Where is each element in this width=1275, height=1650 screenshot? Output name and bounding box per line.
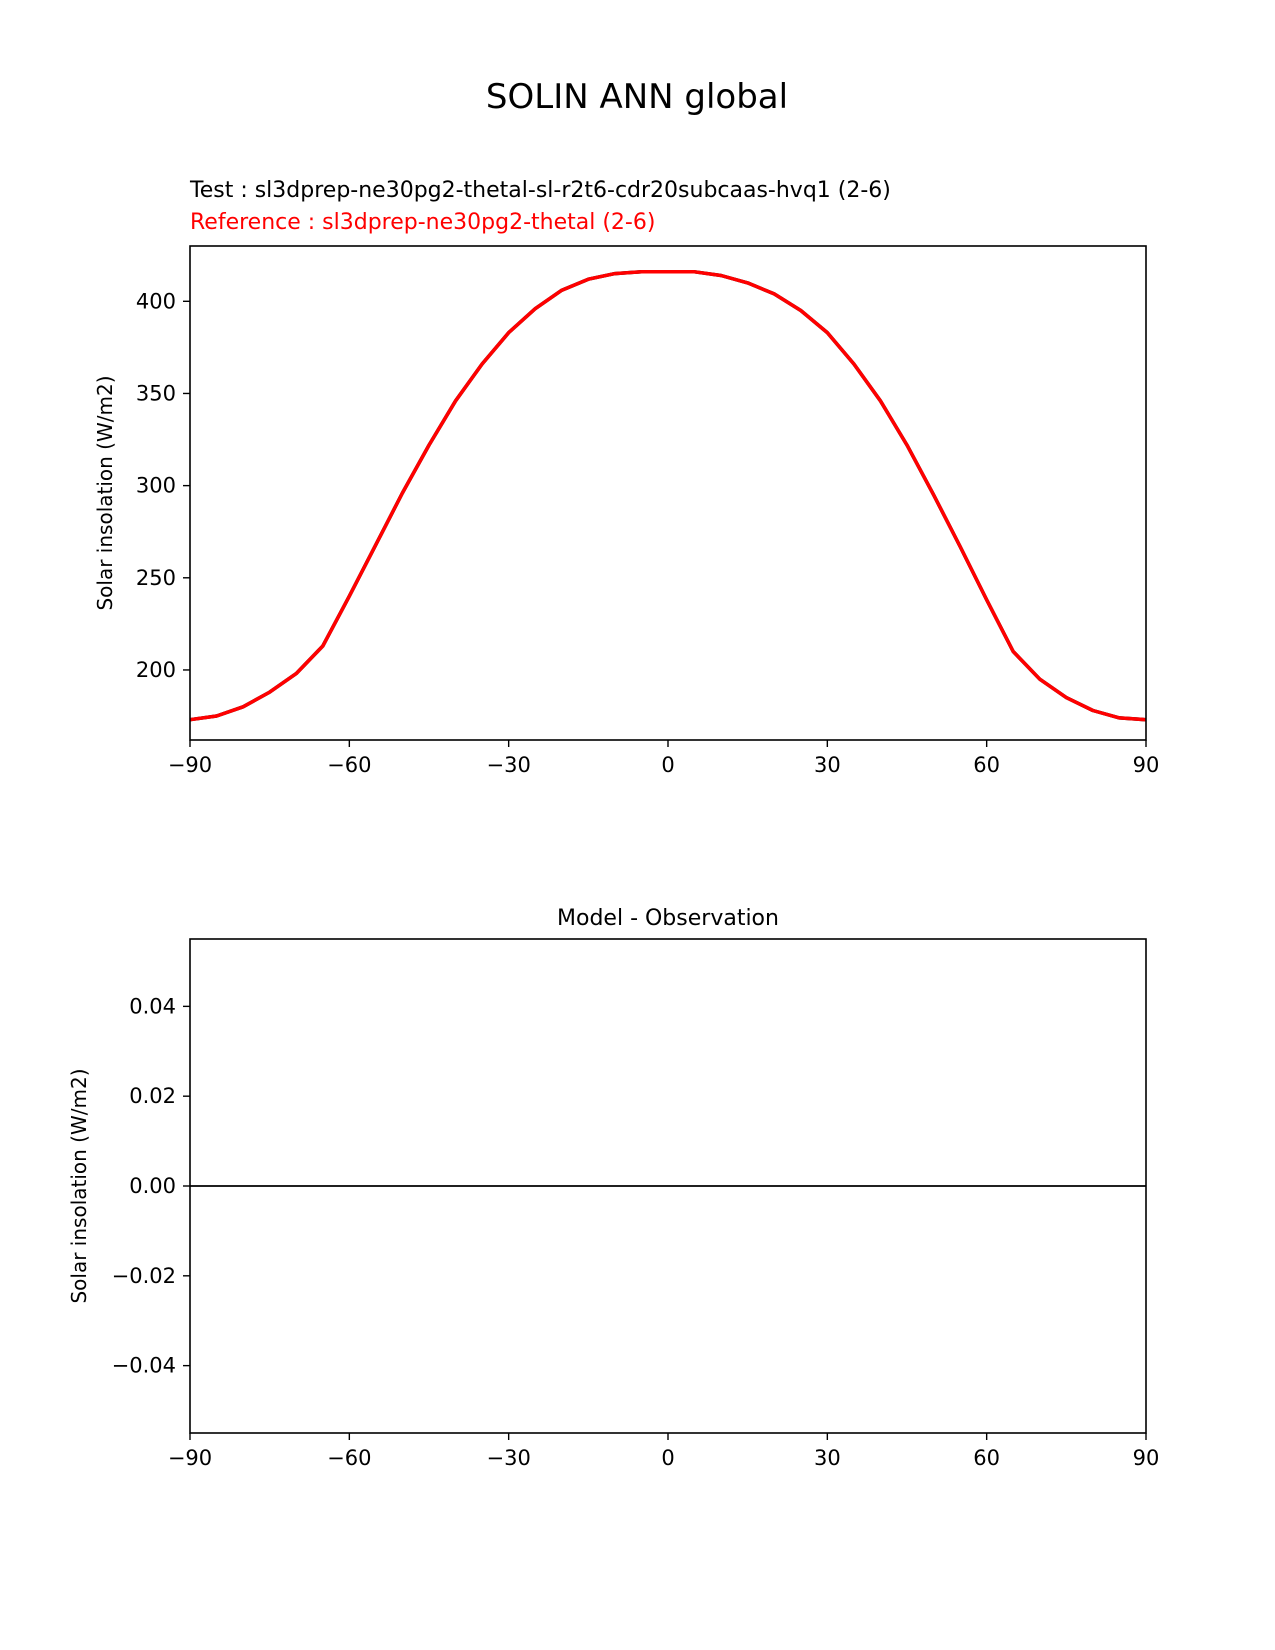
y-tick-label: 300 [136, 474, 176, 498]
x-tick-label: 30 [814, 1446, 841, 1470]
reference-label: Reference : sl3dprep-ne30pg2-thetal (2-6… [190, 210, 655, 235]
y-tick-label: −0.02 [112, 1264, 176, 1288]
y-tick-label: 250 [136, 566, 176, 590]
panel-title: Model - Observation [557, 906, 779, 931]
y-tick-label: 0.02 [129, 1084, 176, 1108]
x-tick-label: −60 [327, 1446, 371, 1470]
top-panel: −90 −60 −30 0 30 60 90 200 250 300 350 400 Solar ins… [93, 245, 1160, 777]
x-tick-label: 90 [1133, 1446, 1160, 1470]
bottom-panel: −90 −60 −30 0 30 60 90 −0.04 −0.02 0.00 0.02 0.04 So… [67, 906, 1159, 1470]
y-tick-label: 200 [136, 658, 176, 682]
x-tick-label: −90 [168, 753, 212, 777]
x-tick-label: −90 [168, 1446, 212, 1470]
x-tick-label: −60 [327, 753, 371, 777]
axes-frame [189, 245, 1147, 741]
y-tick-label: 350 [136, 381, 176, 405]
x-tick-label: 0 [661, 1446, 674, 1470]
y-tick-label: 0.00 [129, 1174, 176, 1198]
x-tick-label: 0 [661, 753, 674, 777]
y-axis-label: Solar insolation (W/m2) [67, 1068, 91, 1303]
figure-title: SOLIN ANN global [486, 77, 788, 117]
y-axis-label: Solar insolation (W/m2) [93, 375, 117, 610]
series-line-reference [189, 270, 1147, 722]
x-tick-label: 90 [1133, 753, 1160, 777]
x-tick-label: −30 [487, 753, 531, 777]
y-tick-label: 0.04 [129, 994, 176, 1018]
y-tick-label: −0.04 [112, 1354, 176, 1378]
y-tick-label: 400 [136, 289, 176, 313]
x-tick-label: 30 [814, 753, 841, 777]
series-line-test [189, 270, 1147, 722]
x-tick-label: 60 [973, 1446, 1000, 1470]
x-tick-label: −30 [487, 1446, 531, 1470]
x-tick-label: 60 [973, 753, 1000, 777]
test-label: Test : sl3dprep-ne30pg2-thetal-sl-r2t6-c… [189, 178, 891, 203]
